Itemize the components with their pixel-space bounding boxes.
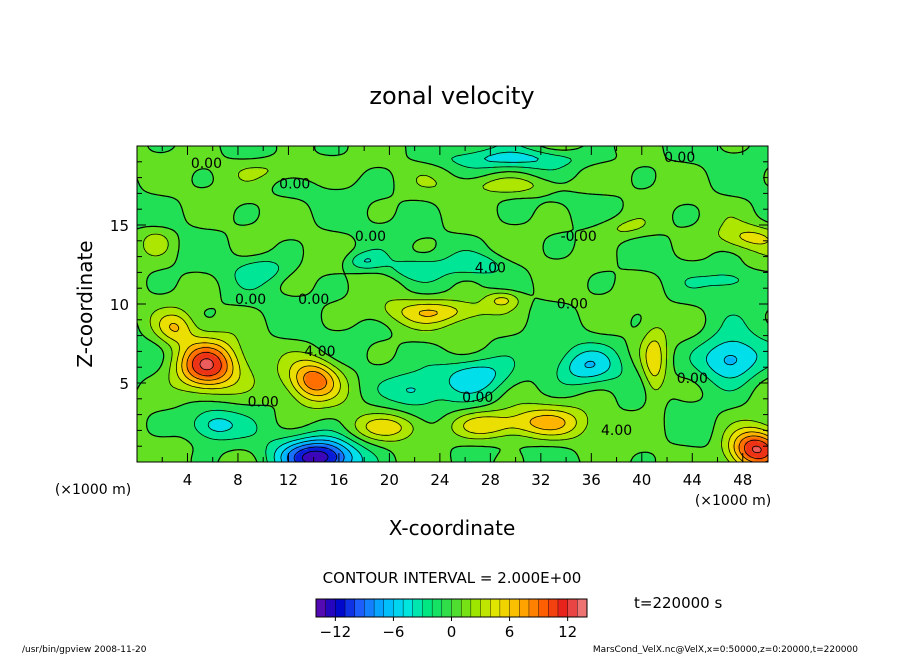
colorbar-cell [373,598,385,618]
x-axis-label: X-coordinate [389,516,516,540]
contour-label: -0.00 [561,229,597,245]
x-tick-label: 20 [380,471,399,489]
colorbar-cell [548,598,559,618]
contour-line [168,309,769,463]
x-tick-label: 36 [582,471,601,489]
plot-area: 0.00 0.00 0.00 0.00 -0.00 4.00 0.00 0.00 0.00 4.0… [110,145,769,489]
colorbar-cell [393,598,404,618]
x-tick-label: 12 [279,471,298,489]
contour-label: 0.00 [557,297,588,313]
footer-data-source: MarsCond_VelX.nc@VelX,x=0:50000,z=0:2000… [593,645,858,654]
colorbar-cell [528,598,540,618]
contour-label: 4.00 [475,260,506,276]
x-tick-label: 28 [481,471,500,489]
contour-label: 0.00 [462,390,493,406]
contour-line [280,355,738,463]
colorbar-cell [402,598,414,618]
x-tick-label: 8 [233,471,243,489]
contour-label: 0.00 [191,156,222,172]
colorbar-cell [460,598,472,618]
colorbar-cell [364,598,375,618]
colorbar-cell [441,598,453,618]
contour-line [207,151,758,463]
contour-label: 0.00 [298,292,329,308]
contour-label: 0.00 [664,150,695,166]
y-axis-label: Z-coordinate [73,240,97,367]
colorbar-cell [490,598,501,618]
y-tick-label: 10 [110,296,129,314]
contour-line [199,358,762,454]
colorbar-ticks: −12 −6 0 6 12 [320,617,577,641]
contour-line [136,145,769,463]
colorbar-cell [325,598,336,618]
colorbar-cell [499,598,511,618]
colorbar-cell [567,598,578,618]
footer-program-info: /usr/bin/gpview 2008-11-20 [22,645,147,654]
contour-layer [136,145,769,463]
colorbar-cells [315,598,588,618]
x-tick-label: 44 [683,471,702,489]
colorbar-cell [577,598,588,618]
contour-label: 4.00 [601,423,632,439]
colorbar-cell [431,598,443,618]
x-unit-right: (×1000 m) [695,493,771,509]
colorbar-tick-label: −12 [320,623,352,641]
x-unit-left: (×1000 m) [55,482,131,498]
colorbar-tick-label: 6 [505,623,515,641]
colorbar-cell [480,598,491,618]
contour-label: 0.00 [279,177,310,193]
heatmap-field [137,146,768,462]
colorbar-cell [519,598,530,618]
chart-title: zonal velocity [369,82,534,110]
colorbar-cell [538,598,549,618]
contour-label: 4.00 [304,344,335,360]
y-tick-label: 5 [119,375,129,393]
time-label: t=220000 s [634,594,722,612]
contour-line [143,167,769,463]
x-tick-label: 4 [183,471,193,489]
colorbar-tick-label: −6 [382,623,404,641]
contour-line [191,351,769,460]
contour-label: 0.00 [248,395,279,411]
colorbar-cell [557,598,569,618]
colorbar-cell [354,598,365,618]
contour-label-layer: 0.00 0.00 0.00 0.00 -0.00 4.00 0.00 0.00 0.00 4.0… [191,150,708,439]
x-tick-label: 32 [531,471,550,489]
colorbar-cell [335,598,346,618]
colorbar-cell [344,598,356,618]
x-tick-label: 40 [632,471,651,489]
colorbar-cell [451,598,462,618]
x-tick-label: 24 [430,471,449,489]
colorbar-tick-label: 12 [558,623,577,641]
x-tick-label: 48 [733,471,752,489]
contour-line [287,443,345,463]
colorbar-cell [422,598,433,618]
colorbar-cell [509,598,520,618]
x-tick-label: 16 [329,471,348,489]
colorbar-cell [412,598,423,618]
contour-interval-label: CONTOUR INTERVAL = 2.000E+00 [323,569,582,587]
contour-line [194,145,769,463]
colorbar-cell [383,598,394,618]
contour-label: 0.00 [355,229,386,245]
colorbar-cell [470,598,482,618]
contour-label: 0.00 [235,292,266,308]
colorbar-tick-label: 0 [447,623,457,641]
contour-line [186,347,769,463]
contour-line [293,446,338,463]
contour-label: 0.00 [677,371,708,387]
colorbar: −12 −6 0 6 12 [315,598,588,641]
y-tick-label: 15 [110,217,129,235]
colorbar-cell [315,598,327,618]
